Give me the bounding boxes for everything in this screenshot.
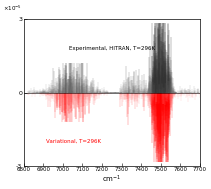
X-axis label: cm$^{-1}$: cm$^{-1}$ (102, 174, 122, 185)
Text: $\times 10^{-5}$: $\times 10^{-5}$ (3, 4, 22, 13)
Text: Variational, T=296K: Variational, T=296K (46, 138, 101, 143)
Text: Experimental, HITRAN, T=296K: Experimental, HITRAN, T=296K (69, 46, 155, 51)
